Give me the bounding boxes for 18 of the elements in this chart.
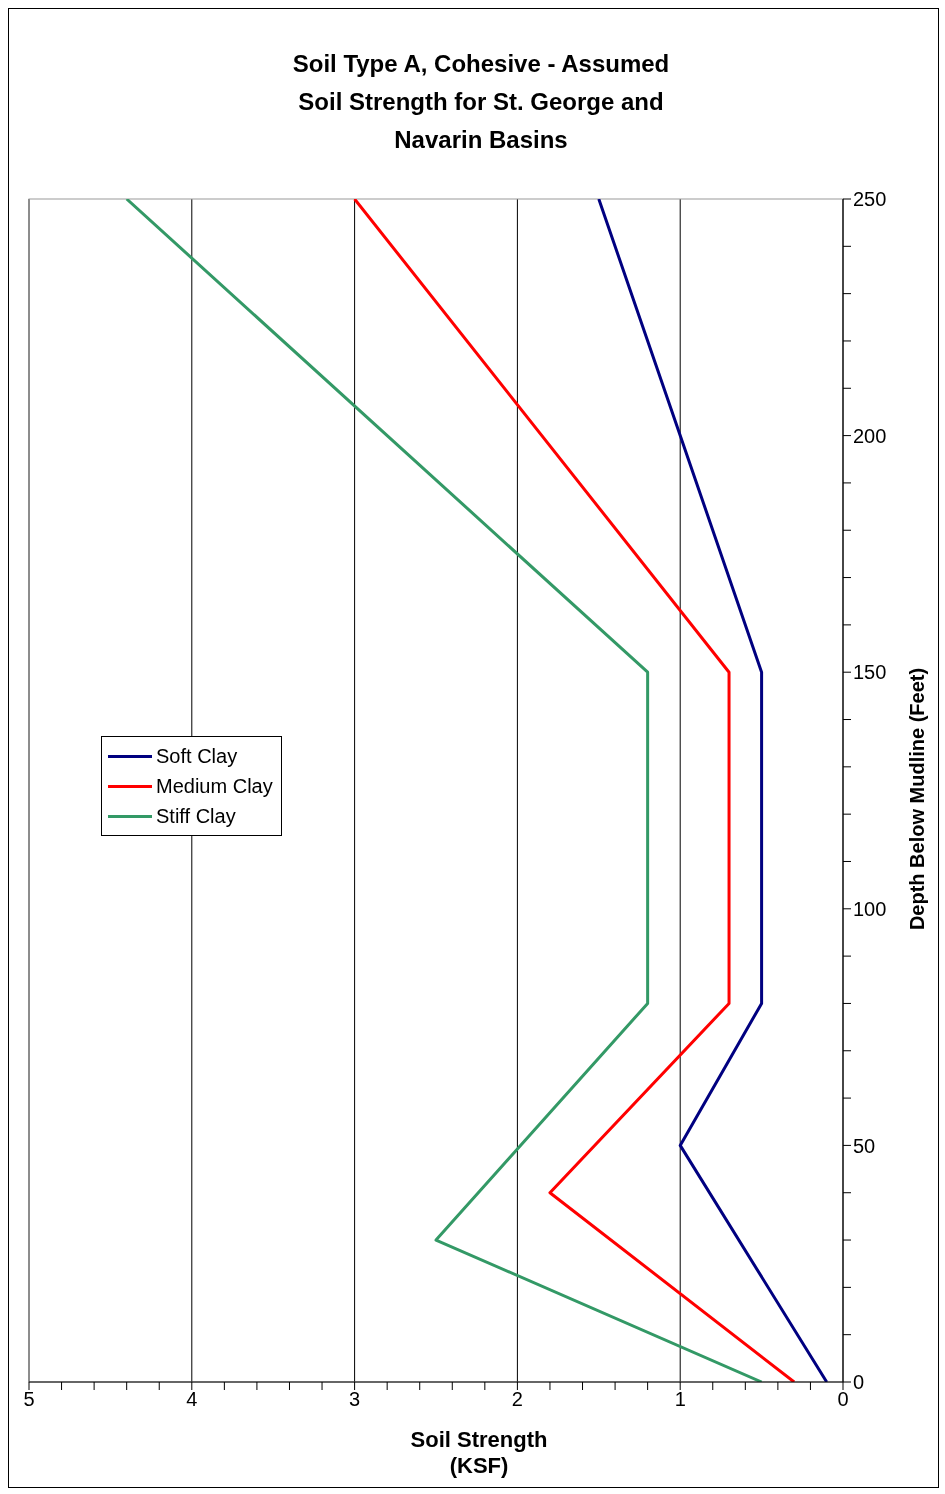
legend-label: Stiff Clay [156,804,236,828]
y-tick-label: 100 [853,897,887,920]
y-tick-label: 200 [853,424,887,447]
y-tick-label: 150 [853,661,887,684]
y-tick-label: 50 [853,1134,876,1157]
x-axis-title: Soil Strength (KSF) [409,1427,549,1479]
x-tick-label: 4 [186,1388,198,1411]
chart-title: Soil Type A, Cohesive - Assumed Soil Strength for St. George and Navarin Basins [291,49,671,155]
legend-label: Soft Clay [156,744,238,768]
x-tick-label: 1 [674,1388,686,1411]
x-tick-label: 2 [511,1388,523,1411]
y-tick-label: 250 [853,188,887,211]
legend-label: Medium Clay [156,774,273,798]
x-tick-label: 0 [837,1388,849,1411]
x-tick-label: 3 [349,1388,361,1411]
y-axis-title: Depth Below Mudline (Feet) [905,667,929,931]
x-tick-label: 5 [23,1388,35,1411]
y-tick-label: 0 [853,1371,865,1394]
